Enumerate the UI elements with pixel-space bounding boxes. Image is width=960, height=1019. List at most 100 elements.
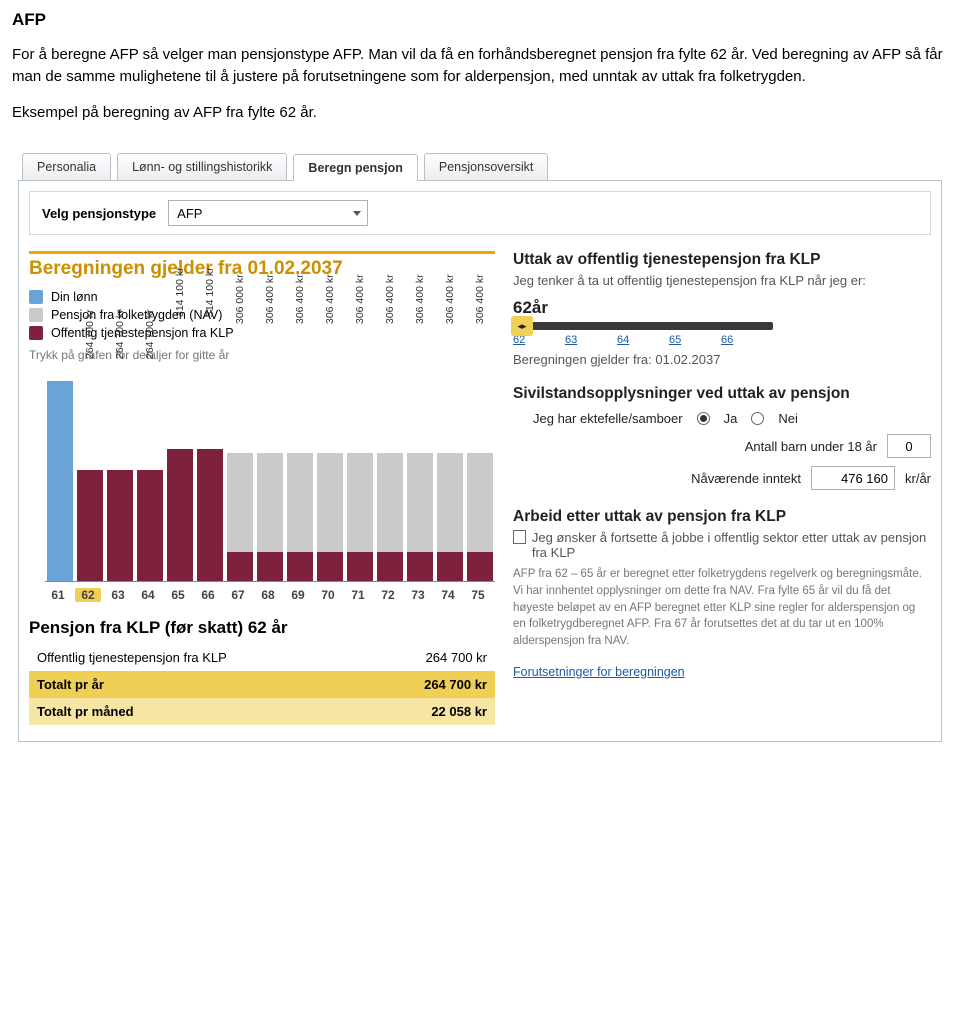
radio-nei[interactable] — [751, 412, 764, 425]
table-row: Totalt pr måned22 058 kr — [29, 698, 495, 725]
pension-bar-chart[interactable]: 264 700 kr264 700 kr264 700 kr314 100 kr… — [45, 372, 495, 582]
slider-handle-icon[interactable]: ◂▸ — [511, 316, 533, 336]
legend-item-klp: Offentlig tjenestepensjon fra KLP — [29, 324, 495, 342]
radio-ja[interactable] — [697, 412, 710, 425]
bar-value-label: 306 400 kr — [414, 274, 426, 324]
chart-bar[interactable]: 306 400 kr — [257, 453, 283, 582]
xaxis-tick[interactable]: 61 — [45, 588, 71, 602]
bar-segment-klp — [257, 552, 283, 581]
chart-bar[interactable]: 306 400 kr — [467, 453, 493, 582]
xaxis-tick[interactable]: 67 — [225, 588, 251, 602]
klp-section-title: Pensjon fra KLP (før skatt) 62 år — [29, 618, 495, 638]
legend-label: Pensjon fra folketrygden (NAV) — [51, 308, 222, 322]
afp-note: AFP fra 62 – 65 år er beregnet etter fol… — [513, 566, 931, 649]
slider-ticks: 6263646566 — [513, 334, 773, 346]
chart-bar[interactable]: 306 400 kr — [407, 453, 433, 582]
xaxis-tick[interactable]: 73 — [405, 588, 431, 602]
uttak-subtext: Jeg tenker å ta ut offentlig tjenestepen… — [513, 273, 931, 288]
bar-segment-lonn — [47, 381, 73, 581]
bar-segment-klp — [407, 552, 433, 581]
table-row: Totalt pr år264 700 kr — [29, 671, 495, 698]
radio-ja-label: Ja — [724, 411, 738, 426]
arbeid-checkbox[interactable] — [513, 530, 526, 544]
chart-yaxis-label: 476 160 k — [0, 554, 27, 602]
xaxis-tick[interactable]: 70 — [315, 588, 341, 602]
legend-label: Offentlig tjenestepensjon fra KLP — [51, 326, 234, 340]
chart-bar[interactable]: 306 400 kr — [287, 453, 313, 582]
chart-bar[interactable]: 306 400 kr — [347, 453, 373, 582]
cell-label: Offentlig tjenestepensjon fra KLP — [29, 644, 366, 671]
bar-segment-klp — [377, 552, 403, 581]
bar-value-label: 264 700 kr — [84, 309, 96, 359]
barn-input[interactable] — [887, 434, 931, 458]
xaxis-tick[interactable]: 71 — [345, 588, 371, 602]
arbeid-heading: Arbeid etter uttak av pensjon fra KLP — [513, 508, 931, 526]
accent-rule — [29, 251, 495, 254]
xaxis-tick[interactable]: 65 — [165, 588, 191, 602]
chart-bar[interactable]: 306 400 kr — [377, 453, 403, 582]
xaxis-tick[interactable]: 64 — [135, 588, 161, 602]
cell-value: 264 700 kr — [366, 644, 495, 671]
bar-value-label: 306 400 kr — [384, 274, 396, 324]
chart-bar[interactable]: 314 100 kr — [197, 449, 223, 581]
xaxis-tick[interactable]: 72 — [375, 588, 401, 602]
xaxis-tick[interactable]: 66 — [195, 588, 221, 602]
pension-type-select[interactable]: AFP — [168, 200, 368, 226]
chart-bar[interactable]: 306 000 kr — [227, 453, 253, 582]
tab-bar: PersonaliaLønn- og stillingshistorikkBer… — [18, 153, 942, 180]
arbeid-checkbox-label: Jeg ønsker å fortsette å jobbe i offentl… — [532, 530, 931, 560]
age-value: 62år — [513, 298, 931, 318]
bar-segment-nav — [347, 453, 373, 552]
chevron-down-icon — [353, 211, 361, 216]
bar-segment-klp — [467, 552, 493, 581]
xaxis-tick[interactable]: 75 — [465, 588, 491, 602]
tab-personalia[interactable]: Personalia — [22, 153, 111, 180]
tab-l-nn-og-stillingshistorikk[interactable]: Lønn- og stillingshistorikk — [117, 153, 287, 180]
age-slider[interactable]: ◂▸ — [513, 322, 773, 330]
chart-bar[interactable]: 306 400 kr — [437, 453, 463, 582]
barn-label: Antall barn under 18 år — [745, 439, 877, 454]
uttak-heading: Uttak av offentlig tjenestepensjon fra K… — [513, 251, 931, 269]
xaxis-tick[interactable]: 63 — [105, 588, 131, 602]
xaxis-tick[interactable]: 68 — [255, 588, 281, 602]
bar-value-label: 314 100 kr — [174, 268, 186, 318]
bar-value-label: 306 400 kr — [264, 274, 276, 324]
chart-bar[interactable]: 306 400 kr — [317, 453, 343, 582]
chart-hint: Trykk på grafen for detaljer for gitte å… — [29, 348, 495, 362]
bar-segment-nav — [467, 453, 493, 552]
bar-segment-klp — [347, 552, 373, 581]
xaxis-tick[interactable]: 69 — [285, 588, 311, 602]
slider-tick[interactable]: 66 — [721, 334, 773, 346]
bar-value-label: 306 000 kr — [234, 275, 246, 325]
bar-segment-nav — [407, 453, 433, 552]
inntekt-label: Nåværende inntekt — [691, 471, 801, 486]
slider-tick[interactable]: 64 — [617, 334, 669, 346]
swatch-icon — [29, 308, 43, 322]
bar-segment-klp — [227, 552, 253, 581]
xaxis-tick[interactable]: 62 — [75, 588, 101, 602]
bar-segment-klp — [77, 470, 103, 581]
slider-tick[interactable]: 63 — [565, 334, 617, 346]
bar-value-label: 306 400 kr — [354, 274, 366, 324]
slider-tick[interactable]: 62 — [513, 334, 565, 346]
xaxis-tick[interactable]: 74 — [435, 588, 461, 602]
swatch-icon — [29, 326, 43, 340]
tab-pensjonsoversikt[interactable]: Pensjonsoversikt — [424, 153, 549, 180]
sivilstand-heading: Sivilstandsopplysninger ved uttak av pen… — [513, 385, 931, 403]
forutsetninger-link[interactable]: Forutsetninger for beregningen — [513, 665, 685, 679]
bar-segment-klp — [137, 470, 163, 581]
chart-bar[interactable]: 314 100 kr — [167, 449, 193, 581]
bar-segment-nav — [377, 453, 403, 552]
chart-bar[interactable]: 264 700 kr — [77, 470, 103, 581]
tab-beregn-pensjon[interactable]: Beregn pensjon — [293, 154, 417, 181]
chart-bar[interactable]: 264 700 kr — [137, 470, 163, 581]
slider-tick[interactable]: 65 — [669, 334, 721, 346]
inntekt-input[interactable] — [811, 466, 895, 490]
swatch-icon — [29, 290, 43, 304]
bar-segment-nav — [317, 453, 343, 552]
bar-segment-klp — [107, 470, 133, 581]
panel-beregn-pensjon: Velg pensjonstype AFP Beregningen gjelde… — [18, 180, 942, 742]
chart-bar[interactable] — [47, 381, 73, 581]
doc-paragraph-2: Eksempel på beregning av AFP fra fylte 6… — [12, 102, 948, 124]
chart-bar[interactable]: 264 700 kr — [107, 470, 133, 581]
